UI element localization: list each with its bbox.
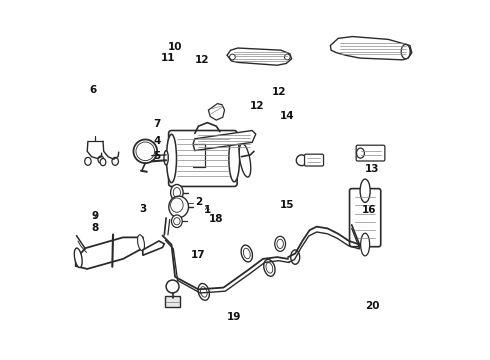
Ellipse shape bbox=[173, 188, 180, 198]
Ellipse shape bbox=[100, 158, 106, 166]
Text: 12: 12 bbox=[195, 55, 209, 65]
Text: 5: 5 bbox=[153, 150, 161, 161]
Ellipse shape bbox=[244, 248, 250, 259]
Ellipse shape bbox=[266, 262, 273, 273]
Polygon shape bbox=[76, 237, 143, 269]
Text: 11: 11 bbox=[161, 53, 175, 63]
Ellipse shape bbox=[85, 157, 91, 165]
Ellipse shape bbox=[360, 179, 370, 202]
Ellipse shape bbox=[74, 248, 82, 267]
Ellipse shape bbox=[172, 215, 182, 228]
FancyBboxPatch shape bbox=[169, 131, 237, 186]
Ellipse shape bbox=[401, 44, 410, 59]
Ellipse shape bbox=[138, 235, 145, 251]
Text: 3: 3 bbox=[139, 204, 147, 214]
Ellipse shape bbox=[239, 144, 251, 177]
Text: 12: 12 bbox=[272, 87, 286, 97]
FancyBboxPatch shape bbox=[166, 296, 180, 307]
Ellipse shape bbox=[241, 245, 252, 262]
Ellipse shape bbox=[98, 156, 104, 163]
Text: 20: 20 bbox=[365, 301, 380, 311]
Ellipse shape bbox=[169, 196, 189, 218]
FancyBboxPatch shape bbox=[356, 145, 385, 161]
Polygon shape bbox=[227, 48, 292, 65]
Ellipse shape bbox=[277, 239, 283, 248]
Text: 9: 9 bbox=[92, 211, 98, 221]
Ellipse shape bbox=[173, 218, 180, 225]
FancyBboxPatch shape bbox=[349, 189, 381, 247]
Text: 19: 19 bbox=[226, 312, 241, 322]
Polygon shape bbox=[208, 104, 224, 120]
Text: 7: 7 bbox=[153, 120, 161, 129]
Text: 2: 2 bbox=[195, 197, 202, 207]
Ellipse shape bbox=[171, 184, 183, 201]
FancyBboxPatch shape bbox=[304, 154, 323, 166]
Polygon shape bbox=[330, 37, 412, 60]
Ellipse shape bbox=[296, 155, 307, 166]
Text: 8: 8 bbox=[92, 224, 98, 233]
Text: 6: 6 bbox=[89, 85, 96, 95]
Text: 16: 16 bbox=[362, 206, 376, 216]
Ellipse shape bbox=[361, 233, 369, 256]
Text: 14: 14 bbox=[280, 111, 294, 121]
Ellipse shape bbox=[229, 135, 240, 182]
Text: 13: 13 bbox=[365, 164, 380, 174]
Polygon shape bbox=[143, 241, 164, 255]
Ellipse shape bbox=[200, 287, 207, 297]
Text: 18: 18 bbox=[209, 215, 223, 224]
Ellipse shape bbox=[198, 283, 209, 300]
Ellipse shape bbox=[167, 134, 176, 183]
Text: 10: 10 bbox=[168, 42, 182, 52]
Ellipse shape bbox=[357, 148, 365, 158]
Text: 17: 17 bbox=[190, 250, 205, 260]
Ellipse shape bbox=[275, 236, 286, 251]
Polygon shape bbox=[193, 131, 256, 150]
Ellipse shape bbox=[264, 260, 275, 276]
Text: 1: 1 bbox=[204, 206, 211, 216]
Text: 4: 4 bbox=[153, 136, 161, 145]
Ellipse shape bbox=[291, 250, 300, 264]
Ellipse shape bbox=[112, 157, 119, 165]
Ellipse shape bbox=[171, 198, 183, 212]
Ellipse shape bbox=[164, 150, 168, 165]
Text: 15: 15 bbox=[280, 200, 294, 210]
Text: 12: 12 bbox=[250, 102, 265, 112]
